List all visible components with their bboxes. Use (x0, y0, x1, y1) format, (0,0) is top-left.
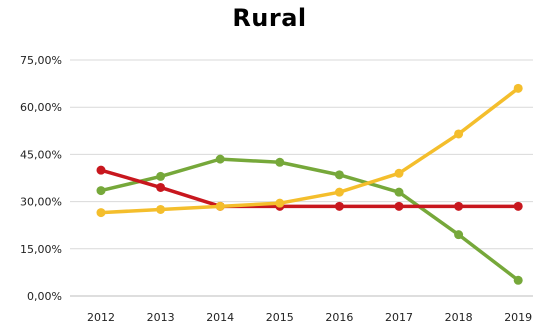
y-tick-label: 15,00% (20, 243, 62, 256)
data-point (215, 201, 225, 211)
data-point (513, 275, 523, 285)
y-tick-label: 60,00% (20, 101, 62, 114)
y-tick-label: 45,00% (20, 148, 62, 161)
series-2 (96, 165, 523, 211)
data-point (275, 198, 285, 208)
series-3 (96, 83, 523, 218)
data-point (334, 201, 344, 211)
chart-title: Rural (232, 4, 307, 32)
data-point (215, 154, 225, 164)
data-point (156, 182, 166, 192)
series-lines (96, 83, 523, 285)
x-tick-label: 2019 (504, 311, 532, 324)
y-axis-tick-labels: 0,00% 15,00% 30,00% 45,00% 60,00% 75,00% (20, 54, 62, 303)
data-point (334, 187, 344, 197)
data-point (96, 186, 106, 196)
data-point (454, 201, 464, 211)
series-line (99, 86, 520, 215)
data-point (454, 230, 464, 240)
data-point (156, 171, 166, 181)
data-point (394, 201, 404, 211)
data-point (156, 204, 166, 214)
data-point (275, 157, 285, 167)
series-line (99, 168, 520, 209)
data-point (394, 187, 404, 197)
x-tick-label: 2014 (206, 311, 234, 324)
x-tick-label: 2018 (445, 311, 473, 324)
x-tick-label: 2017 (385, 311, 413, 324)
x-tick-label: 2015 (266, 311, 294, 324)
y-tick-label: 0,00% (27, 290, 62, 303)
data-point (96, 208, 106, 218)
x-tick-label: 2016 (325, 311, 353, 324)
grid-lines (70, 59, 533, 297)
x-tick-label: 2012 (87, 311, 115, 324)
y-tick-label: 75,00% (20, 54, 62, 67)
x-tick-label: 2013 (147, 311, 175, 324)
y-tick-label: 30,00% (20, 196, 62, 209)
series-line (99, 157, 520, 283)
data-point (96, 165, 106, 175)
data-point (513, 83, 523, 93)
data-point (454, 129, 464, 139)
x-axis-tick-labels: 2012 2013 2014 2015 2016 2017 2018 2019 (87, 311, 532, 324)
data-point (394, 168, 404, 178)
series-1 (96, 154, 523, 285)
data-point (513, 201, 523, 211)
data-point (334, 170, 344, 180)
